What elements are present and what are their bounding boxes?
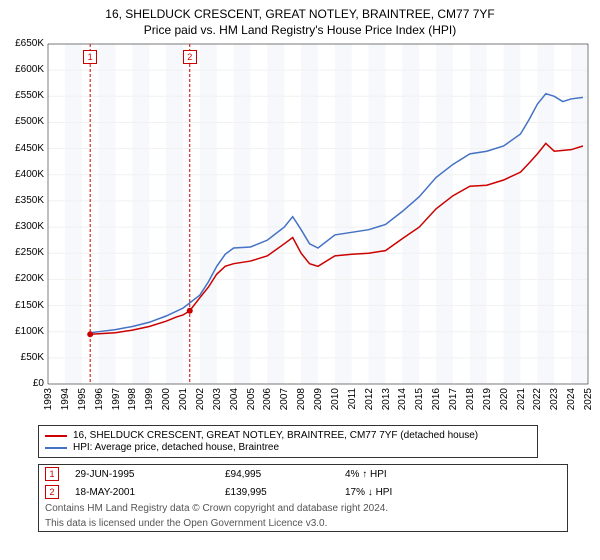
event-pct: 17% ↓ HPI [345, 487, 425, 498]
x-tick-label: 2022 [532, 388, 543, 410]
x-tick-label: 2009 [313, 388, 324, 410]
legend-swatch [45, 447, 67, 449]
price-events-table: 1 29-JUN-1995£94,9954% ↑ HPI 2 18-MAY-2001£… [38, 464, 568, 532]
x-tick-label: 2015 [414, 388, 425, 410]
chart-legend: 16, SHELDUCK CRESCENT, GREAT NOTLEY, BRA… [38, 425, 538, 458]
event-price: £139,995 [225, 487, 345, 498]
event-date: 18-MAY-2001 [75, 487, 225, 498]
event-price: £94,995 [225, 469, 345, 480]
x-tick-label: 1999 [144, 388, 155, 410]
x-tick-label: 2020 [499, 388, 510, 410]
legend-swatch [45, 435, 67, 437]
license-line: Contains HM Land Registry data © Crown c… [39, 501, 567, 516]
y-tick-label: £550K [0, 90, 44, 101]
x-tick-label: 2023 [549, 388, 560, 410]
title-line-2: Price paid vs. HM Land Registry's House … [0, 22, 600, 38]
legend-item: 16, SHELDUCK CRESCENT, GREAT NOTLEY, BRA… [45, 430, 531, 441]
event-number: 1 [45, 467, 59, 481]
y-tick-label: £400K [0, 169, 44, 180]
x-tick-label: 2000 [161, 388, 172, 410]
y-tick-label: £150K [0, 300, 44, 311]
event-date: 29-JUN-1995 [75, 469, 225, 480]
y-tick-label: £450K [0, 143, 44, 154]
x-tick-label: 2007 [279, 388, 290, 410]
y-tick-label: £250K [0, 247, 44, 258]
y-tick-label: £350K [0, 195, 44, 206]
y-tick-label: £50K [0, 352, 44, 363]
legend-label: 16, SHELDUCK CRESCENT, GREAT NOTLEY, BRA… [73, 430, 478, 441]
x-tick-label: 2001 [178, 388, 189, 410]
x-tick-label: 2003 [212, 388, 223, 410]
x-tick-label: 2017 [448, 388, 459, 410]
x-tick-label: 2016 [431, 388, 442, 410]
y-tick-label: £200K [0, 273, 44, 284]
x-tick-label: 2006 [262, 388, 273, 410]
y-tick-label: £500K [0, 116, 44, 127]
table-row: 1 29-JUN-1995£94,9954% ↑ HPI [39, 465, 567, 483]
license-line: This data is licensed under the Open Gov… [39, 516, 567, 531]
x-tick-label: 2011 [347, 388, 358, 410]
x-tick-label: 2005 [246, 388, 257, 410]
x-tick-label: 2025 [583, 388, 594, 410]
event-marker-1: 1 [83, 50, 97, 64]
line-chart [48, 44, 588, 384]
x-tick-label: 2008 [296, 388, 307, 410]
x-tick-label: 2010 [330, 388, 341, 410]
chart-container: 16, SHELDUCK CRESCENT, GREAT NOTLEY, BRA… [0, 0, 600, 560]
x-tick-label: 1993 [43, 388, 54, 410]
event-pct: 4% ↑ HPI [345, 469, 425, 480]
table-row: 2 18-MAY-2001£139,99517% ↓ HPI [39, 483, 567, 501]
event-number: 2 [45, 485, 59, 499]
x-tick-label: 2019 [482, 388, 493, 410]
title-line-1: 16, SHELDUCK CRESCENT, GREAT NOTLEY, BRA… [0, 6, 600, 22]
x-tick-label: 1994 [60, 388, 71, 410]
y-tick-label: £0 [0, 378, 44, 389]
x-tick-label: 1996 [94, 388, 105, 410]
x-tick-label: 2004 [229, 388, 240, 410]
x-tick-label: 2013 [381, 388, 392, 410]
y-tick-label: £100K [0, 326, 44, 337]
x-tick-label: 1998 [127, 388, 138, 410]
y-tick-label: £600K [0, 64, 44, 75]
x-tick-label: 2024 [566, 388, 577, 410]
x-tick-label: 2002 [195, 388, 206, 410]
x-tick-label: 2021 [516, 388, 527, 410]
x-tick-label: 2014 [397, 388, 408, 410]
x-tick-label: 2018 [465, 388, 476, 410]
legend-label: HPI: Average price, detached house, Brai… [73, 442, 279, 453]
y-tick-label: £650K [0, 38, 44, 49]
chart-title: 16, SHELDUCK CRESCENT, GREAT NOTLEY, BRA… [0, 0, 600, 38]
y-tick-label: £300K [0, 221, 44, 232]
legend-item: HPI: Average price, detached house, Brai… [45, 442, 531, 453]
x-tick-label: 1995 [77, 388, 88, 410]
x-tick-label: 1997 [111, 388, 122, 410]
event-marker-2: 2 [183, 50, 197, 64]
x-tick-label: 2012 [364, 388, 375, 410]
